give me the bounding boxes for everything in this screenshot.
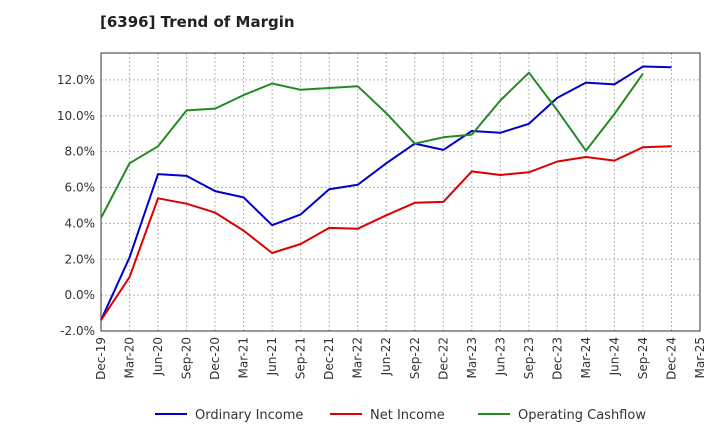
grid-layer	[100, 53, 701, 332]
series-line-operating-cashflow	[100, 71, 644, 219]
y-tick-label: 4.0%	[65, 216, 96, 230]
x-tick-label: Dec-19	[94, 337, 108, 380]
x-tick-label: Sep-24	[636, 337, 650, 379]
series-line-ordinary-income	[100, 65, 672, 321]
legend-label-operating-cashflow: Operating Cashflow	[518, 408, 646, 423]
y-tick-label: 10.0%	[57, 109, 95, 123]
x-tick-label: Mar-21	[237, 337, 251, 378]
x-tick-label: Sep-22	[408, 337, 422, 379]
legend-label-net-income: Net Income	[370, 408, 445, 423]
x-tick-label: Mar-24	[579, 337, 593, 378]
x-tick-label: Jun-22	[379, 337, 393, 376]
x-tick-label: Jun-24	[607, 337, 621, 376]
x-tick-label: Mar-23	[465, 337, 479, 378]
x-tick-label: Dec-20	[208, 337, 222, 380]
y-tick-label: 0.0%	[65, 288, 96, 302]
legend-label-ordinary-income: Ordinary Income	[195, 408, 303, 423]
x-tick-label: Jun-21	[265, 337, 279, 376]
series-layer	[100, 65, 672, 321]
y-tick-label: 2.0%	[65, 252, 96, 266]
chart-title: [6396] Trend of Margin	[100, 13, 295, 31]
y-tick-label: 12.0%	[57, 73, 95, 87]
x-tick-label: Mar-22	[351, 337, 365, 378]
x-tick-label: Dec-21	[322, 337, 336, 380]
y-tick-label: 6.0%	[65, 181, 96, 195]
x-tick-label: Dec-24	[664, 337, 678, 380]
x-tick-label: Sep-20	[180, 337, 194, 379]
x-tick-label: Jun-20	[151, 337, 165, 376]
axes-layer: -2.0% 0.0% 2.0% 4.0% 6.0% 8.0% 10.0% 12.0% Dec-1…	[57, 52, 707, 380]
x-tick-label: Jun-23	[493, 337, 507, 376]
x-tick-label: Mar-25	[693, 337, 707, 378]
series-line-net-income	[100, 145, 672, 321]
y-tick-label: 8.0%	[65, 145, 96, 159]
x-tick-label: Mar-20	[123, 337, 137, 378]
y-tick-label: -2.0%	[60, 324, 95, 338]
x-tick-label: Sep-23	[522, 337, 536, 379]
x-tick-label: Sep-21	[294, 337, 308, 379]
legend: Ordinary Income Net Income Operating Cashf…	[155, 408, 646, 423]
plot-frame	[100, 52, 701, 332]
x-tick-label: Dec-22	[436, 337, 450, 380]
x-tick-label: Dec-23	[550, 337, 564, 380]
